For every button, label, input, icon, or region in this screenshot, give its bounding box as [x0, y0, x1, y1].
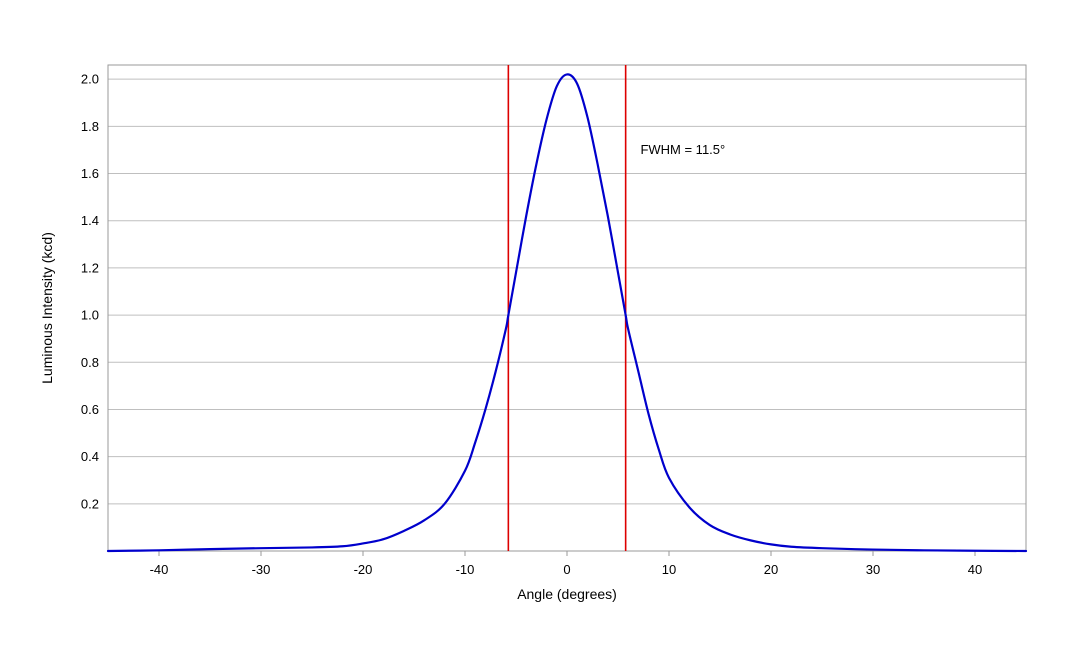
- x-tick-label--10: -10: [456, 562, 475, 577]
- y-tick-label-1.6: 1.6: [81, 166, 99, 181]
- intensity-curve: [106, 73, 1028, 553]
- x-tick-label--30: -30: [252, 562, 271, 577]
- x-tick-label--20: -20: [354, 562, 373, 577]
- y-tick-labels: 0.2 0.4 0.6 0.8 1.0 1.2 1.4 1.6 1.8 2.0: [81, 72, 99, 512]
- y-tick-label-0.8: 0.8: [81, 355, 99, 370]
- y-tick-label-1.4: 1.4: [81, 213, 99, 228]
- x-tick-label-0: 0: [563, 562, 570, 577]
- y-tick-label-0.6: 0.6: [81, 402, 99, 417]
- x-tick-label-40: 40: [968, 562, 982, 577]
- x-tick-label-10: 10: [662, 562, 676, 577]
- y-tick-label-0.4: 0.4: [81, 449, 99, 464]
- fwhm-markers: [507, 65, 627, 551]
- x-ticks: [158, 551, 976, 556]
- x-tick-labels: -40 -30 -20 -10 0 10 20 30 40: [150, 562, 983, 577]
- x-tick-label--40: -40: [150, 562, 169, 577]
- y-tick-label-2.0: 2.0: [81, 72, 99, 87]
- y-axis-title: Luminous Intensity (kcd): [39, 232, 55, 384]
- x-axis-title: Angle (degrees): [517, 586, 617, 602]
- y-tick-label-1.8: 1.8: [81, 119, 99, 134]
- grid-lines: [108, 78, 1026, 505]
- y-tick-label-1.0: 1.0: [81, 308, 99, 323]
- y-tick-label-0.2: 0.2: [81, 496, 99, 511]
- y-tick-label-1.2: 1.2: [81, 260, 99, 275]
- plot-frame: [107, 64, 1027, 552]
- fwhm-annotation: FWHM = 11.5°: [640, 142, 725, 157]
- x-tick-label-30: 30: [866, 562, 880, 577]
- x-tick-label-20: 20: [764, 562, 778, 577]
